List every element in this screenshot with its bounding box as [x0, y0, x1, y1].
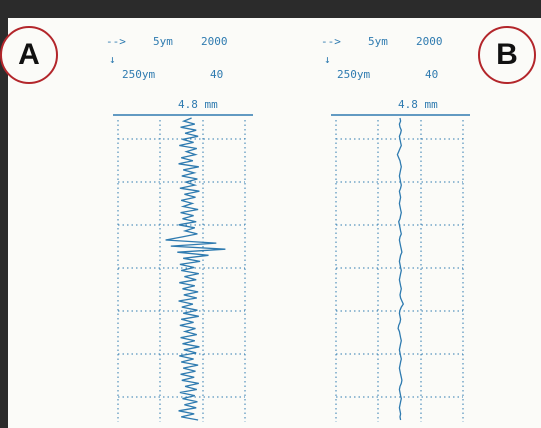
- scale-vertical-arrow-b: ↓: [324, 53, 331, 66]
- scale-horizontal-unit-a: 5ym: [153, 35, 173, 48]
- scale-horizontal-arrow-b: -->: [321, 35, 341, 48]
- profile-plot: [113, 114, 470, 422]
- scale-horizontal-arrow-a: -->: [106, 35, 126, 48]
- panel-label-b: B: [478, 26, 536, 84]
- length-label-b: 4.8 mm: [398, 98, 438, 111]
- scale-vertical-value-a: 40: [210, 68, 224, 81]
- scale-horizontal-value-a: 2000: [201, 35, 228, 48]
- panel-label-a: A: [0, 26, 58, 84]
- scale-horizontal-unit-b: 5ym: [368, 35, 388, 48]
- length-label-a: 4.8 mm: [178, 98, 218, 111]
- scale-horizontal-value-b: 2000: [416, 35, 443, 48]
- scale-vertical-unit-b: 250ym: [337, 68, 371, 81]
- scale-vertical-unit-a: 250ym: [122, 68, 156, 81]
- profile-trace-b: [396, 117, 405, 421]
- scale-vertical-arrow-a: ↓: [109, 53, 116, 66]
- figure-page: A --> 5ym 2000 ↓ 250ym 40 4.8 mm B --> 5…: [0, 18, 541, 428]
- profile-trace-a: [165, 117, 226, 421]
- scale-vertical-value-b: 40: [425, 68, 439, 81]
